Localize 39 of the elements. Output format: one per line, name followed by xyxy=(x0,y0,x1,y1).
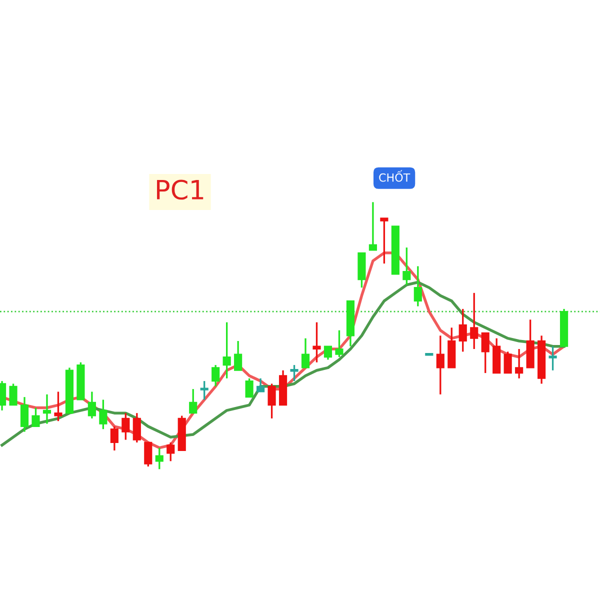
candlestick xyxy=(32,406,40,428)
candlestick xyxy=(212,364,220,388)
candlestick xyxy=(504,350,512,374)
candlestick xyxy=(470,292,478,350)
candlestick xyxy=(402,246,411,286)
candlestick xyxy=(324,345,332,361)
candlestick xyxy=(155,446,164,470)
candlestick xyxy=(301,337,310,369)
candlestick xyxy=(200,380,208,401)
candlestick xyxy=(368,201,377,252)
candlestick xyxy=(99,398,108,430)
candlestick xyxy=(290,364,298,382)
text: CHỐT xyxy=(379,170,410,182)
candlestick xyxy=(9,382,18,406)
candlestick xyxy=(88,390,96,420)
candlestick xyxy=(222,321,231,380)
candlestick xyxy=(166,442,175,462)
candlestick xyxy=(234,340,242,372)
candlestick xyxy=(515,348,524,380)
candlestick xyxy=(458,308,467,353)
candlestick xyxy=(335,329,344,358)
candlestick xyxy=(189,388,198,414)
candlestick xyxy=(268,382,276,420)
candlestick xyxy=(122,412,130,441)
candlestick xyxy=(380,217,388,264)
candlestick xyxy=(245,378,254,398)
candlestick xyxy=(144,442,152,468)
candlestick xyxy=(20,396,29,433)
candlestick xyxy=(132,412,141,444)
text: PC1 xyxy=(157,180,204,200)
candlestick xyxy=(54,390,62,422)
candlestick xyxy=(481,332,490,374)
candlestick xyxy=(436,334,444,396)
candlestick xyxy=(110,426,118,452)
candlestick xyxy=(42,394,52,425)
candlestick xyxy=(312,321,321,364)
candlestick xyxy=(548,345,557,372)
candlestick xyxy=(414,265,422,308)
candlestick xyxy=(256,378,265,393)
